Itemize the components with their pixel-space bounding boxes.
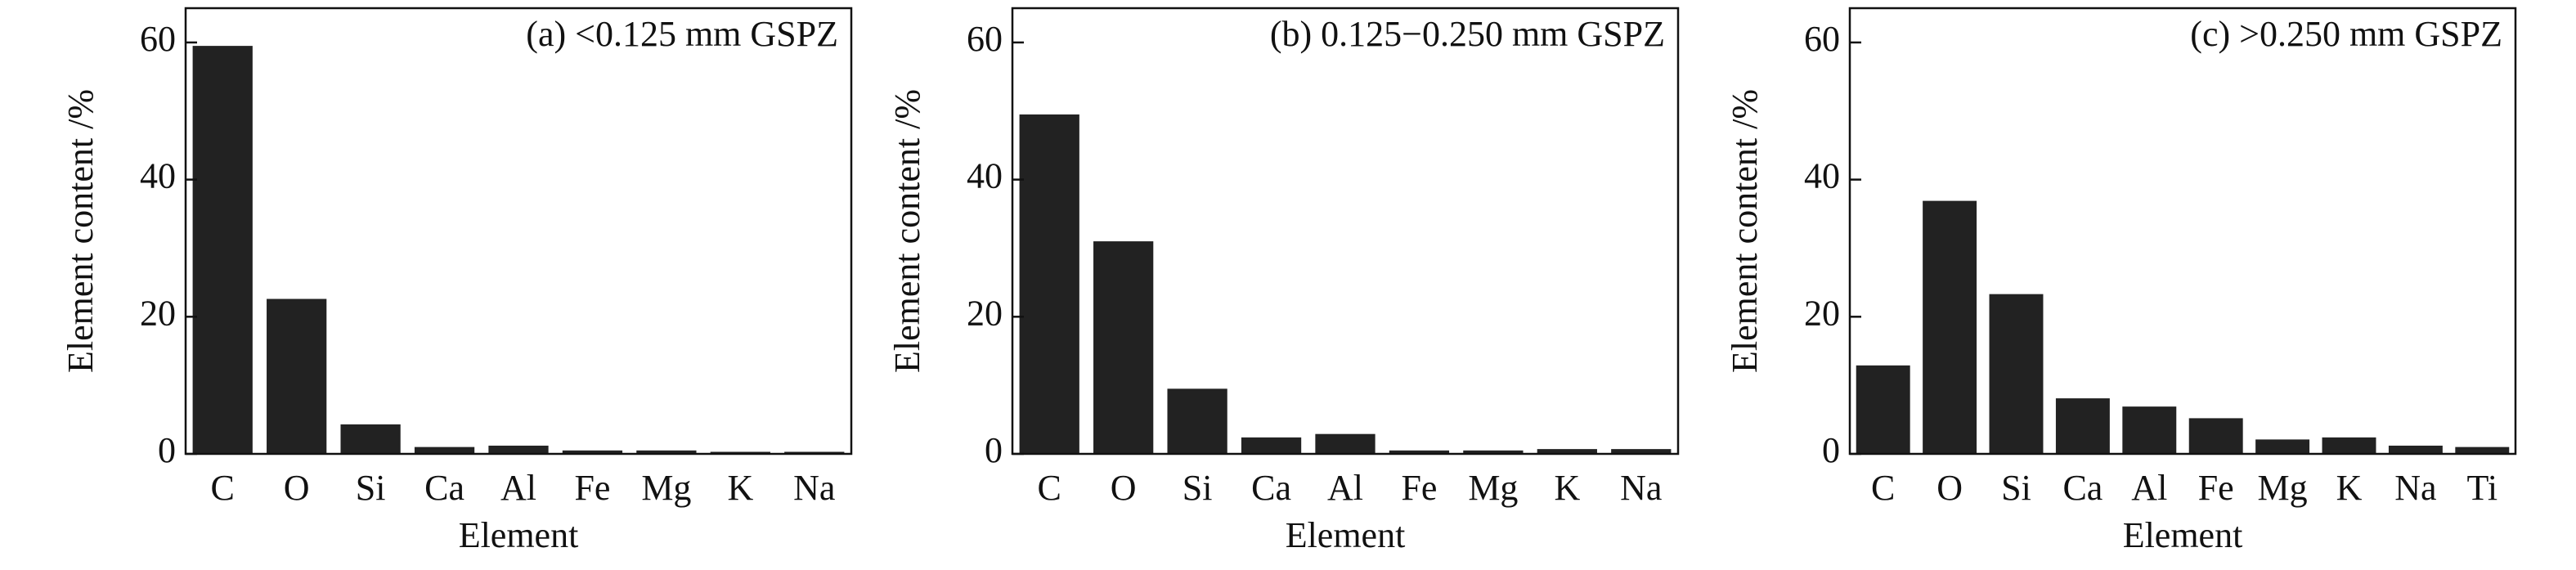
x-tick-label: Si [2001,468,2031,508]
y-tick-label: 40 [140,156,176,196]
plot-frame [1848,7,2517,456]
x-tick-label: C [1871,468,1895,508]
plot-frame [184,7,853,456]
plot-frame [1011,7,1680,456]
panel-title: (a) <0.125 mm GSPZ [526,14,838,54]
x-tick-label: Mg [641,468,691,508]
bar [1241,437,1302,454]
x-tick-label: O [284,468,310,508]
y-axis-label: Element content /% [887,89,927,373]
x-tick-label: Fe [2198,468,2234,508]
x-tick-label: Si [1183,468,1213,508]
y-tick-label: 20 [140,293,176,333]
x-axis-label: Element [1286,515,1406,555]
bar [1611,449,1672,454]
y-tick-label: 60 [140,19,176,59]
x-tick-label: O [1111,468,1137,508]
bar [192,46,253,454]
x-tick-label: Ca [2062,468,2103,508]
bar [1856,365,1910,454]
bar [1093,241,1154,454]
bar [2255,439,2310,454]
bar [2388,445,2443,454]
x-tick-label: O [1936,468,1963,508]
y-axis-label: Element content /% [61,89,101,373]
x-tick-label: K [727,468,753,508]
bar [2188,418,2243,454]
bar [1537,449,1597,454]
bar [2322,437,2376,454]
x-tick-label: Mg [1468,468,1518,508]
bar [1389,450,1450,454]
x-tick-label: Ca [424,468,464,508]
y-tick-label: 20 [1804,293,1840,333]
x-tick-label: K [2336,468,2363,508]
bar [1989,294,2044,454]
bar [2055,398,2110,454]
y-tick-label: 0 [158,430,176,470]
bar [784,451,845,454]
bar [267,298,327,454]
bar [340,424,401,454]
x-tick-label: Fe [1401,468,1437,508]
bar [710,451,770,454]
bar [488,445,549,454]
x-tick-label: K [1554,468,1580,508]
panel-title: (b) 0.125−0.250 mm GSPZ [1270,14,1665,54]
x-tick-label: Mg [2258,468,2308,508]
x-tick-label: Al [500,468,536,508]
x-tick-label: Na [793,468,835,508]
x-tick-label: Na [1620,468,1662,508]
x-tick-label: Fe [574,468,610,508]
x-tick-label: C [211,468,235,508]
bar [1923,200,1977,454]
x-axis-label: Element [459,515,579,555]
bar [414,447,475,454]
x-tick-label: Na [2394,468,2436,508]
bar [562,450,623,454]
bar [2122,406,2177,454]
bar [1315,433,1376,454]
bar [1167,388,1227,454]
x-tick-label: Si [356,468,386,508]
bar [2455,447,2510,454]
x-tick-label: Al [1327,468,1363,508]
x-axis-label: Element [2123,515,2243,555]
x-tick-label: C [1038,468,1061,508]
bar [636,450,697,454]
bar [1019,114,1079,454]
x-tick-label: Al [2131,468,2167,508]
y-tick-label: 60 [1804,19,1840,59]
y-tick-label: 0 [1822,430,1840,470]
x-tick-label: Ti [2467,468,2498,508]
y-tick-label: 40 [967,156,1003,196]
bar [1463,450,1524,454]
x-tick-label: Ca [1251,468,1291,508]
y-tick-label: 0 [985,430,1003,470]
panel-title: (c) >0.250 mm GSPZ [2190,14,2502,54]
y-axis-label: Element content /% [1725,89,1765,373]
y-tick-label: 20 [967,293,1003,333]
y-tick-label: 60 [967,19,1003,59]
y-tick-label: 40 [1804,156,1840,196]
